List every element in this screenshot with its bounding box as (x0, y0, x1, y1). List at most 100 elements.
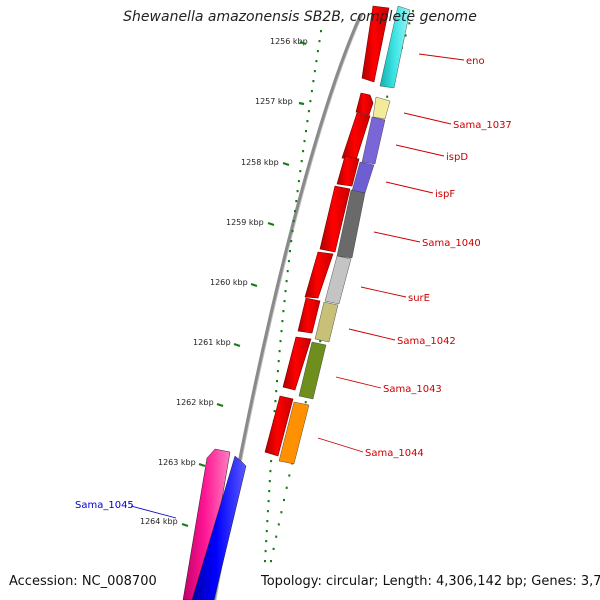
outer-tick-dot (269, 470, 272, 473)
gene-label-ispD[interactable]: ispD (446, 152, 468, 163)
outer-tick-dot (290, 240, 293, 243)
cds-arrow-sama1043-red[interactable] (282, 336, 312, 391)
outer-tick-dot (312, 80, 315, 83)
outer-tick-dot (275, 390, 278, 393)
gene-label-sama-1037[interactable]: Sama_1037 (453, 120, 512, 131)
inner-tick-dot (412, 10, 414, 13)
kbp-tick-label: 1256 kbp (270, 37, 308, 46)
outer-tick-dot (276, 380, 278, 383)
outer-tick-dot (268, 480, 271, 483)
kbp-tick-label: 1258 kbp (241, 158, 279, 167)
cds-arrow-magenta[interactable] (182, 448, 231, 600)
cds-arrow-sama-1045[interactable] (191, 455, 247, 600)
cds-arrow-surE-red[interactable] (304, 251, 334, 299)
gene-label-sama-1040[interactable]: Sama_1040 (422, 238, 481, 249)
outer-tick-dot (265, 540, 268, 543)
kbp-tick-label: 1261 kbp (193, 338, 231, 347)
gene-label-sama-1044[interactable]: Sama_1044 (365, 448, 424, 459)
gene-sama-1044[interactable] (278, 401, 310, 465)
outer-tick-dot (318, 40, 321, 43)
inner-tick-dot (283, 498, 285, 502)
inner-tick-dot (277, 523, 280, 526)
inner-tick-dot (404, 34, 407, 37)
outer-tick-dot (300, 160, 303, 163)
outer-tick-dot (316, 50, 319, 53)
outer-tick-dot (303, 140, 306, 143)
outer-tick-dot (305, 130, 307, 133)
forward-cds-track (264, 5, 390, 457)
kbp-tick-label: 1262 kbp (176, 398, 214, 407)
outer-tick-dot (285, 280, 288, 283)
outer-tick-dot (265, 530, 268, 533)
gene-sama-1037[interactable] (372, 96, 391, 120)
cds-arrow-sama1040-red[interactable] (319, 185, 351, 253)
outer-tick-dot (320, 30, 322, 33)
outer-tick-dot (297, 180, 300, 183)
gene-label-sama-1042[interactable]: Sama_1042 (397, 336, 456, 347)
outer-tick-dot (292, 220, 295, 223)
gene-eno[interactable] (379, 5, 411, 89)
cds-arrow-sama1044-red[interactable] (264, 395, 294, 457)
kbp-tick-label: 1257 kbp (255, 97, 293, 106)
outer-tick-dot (279, 340, 282, 343)
cds-arrow-eno-red[interactable] (361, 5, 390, 83)
cds-arrow-sama1037-red[interactable] (355, 92, 374, 116)
inner-tick-dot (285, 486, 288, 489)
gene-ispD[interactable] (361, 116, 386, 165)
gene-label-eno[interactable]: eno (466, 56, 485, 67)
outer-tick-dot (313, 70, 316, 73)
outer-tick-dot (310, 90, 313, 93)
outer-tick-dot (264, 560, 266, 563)
outer-tick-dot (295, 200, 298, 203)
outer-tick-dot (278, 350, 281, 353)
label-leader-sama-1045 (130, 505, 177, 519)
outer-tick-dot (296, 190, 299, 193)
outer-tick-dot (287, 260, 290, 263)
outer-tick-dot (315, 60, 318, 63)
outer-tick-dot (276, 370, 279, 373)
kbp-tick-label: 1259 kbp (226, 218, 264, 227)
inner-tick-dot (304, 401, 307, 404)
outer-tick-dot (283, 300, 286, 303)
reverse-cds-track (182, 448, 247, 600)
gene-sama-1040[interactable] (336, 189, 366, 259)
gene-label-sama-1043[interactable]: Sama_1043 (383, 384, 442, 395)
outer-tick-dot (270, 460, 273, 463)
outer-tick-dot (291, 230, 294, 233)
outer-tick-dot (309, 100, 312, 103)
inner-tick-dot (288, 474, 291, 477)
outer-tick-dot (289, 250, 291, 253)
inner-tick-dot (275, 535, 278, 538)
genome-stats-label: Topology: circular; Length: 4,306,142 bp… (261, 574, 600, 589)
inner-tick-dot (272, 547, 275, 550)
gene-labels: eno Sama_1037 ispD ispF Sama_1040 surE S… (75, 56, 512, 511)
gene-feature-track (278, 5, 411, 465)
outer-tick-dot (282, 310, 285, 313)
outer-tick-dot (286, 270, 289, 273)
outer-tick-dot (273, 410, 276, 413)
gene-sama-1043[interactable] (298, 341, 327, 400)
kbp-tick-label: 1264 kbp (140, 517, 178, 526)
gene-surE[interactable] (324, 255, 352, 305)
inner-tick-dot (386, 95, 389, 98)
outer-tick-dot (266, 520, 269, 523)
cds-arrow-ispF-red[interactable] (336, 155, 360, 187)
gene-sama-1042[interactable] (314, 301, 339, 343)
gene-label-sama-1045[interactable]: Sama_1045 (75, 500, 134, 511)
cds-arrow-sama1042-red[interactable] (297, 297, 321, 334)
inner-tick-dot (270, 560, 272, 563)
gene-label-ispF[interactable]: ispF (435, 189, 455, 200)
inner-tick-dot (408, 22, 411, 25)
outer-tick-dot (294, 210, 296, 213)
accession-label: Accession: NC_008700 (9, 574, 157, 589)
kbp-tick-label: 1263 kbp (158, 458, 196, 467)
label-leaders (317, 53, 465, 453)
gene-label-surE[interactable]: surE (408, 293, 430, 304)
outer-tick-dot (299, 170, 302, 173)
outer-tick-dot (280, 330, 283, 333)
outer-tick-dot (264, 550, 267, 553)
outer-tick-dot (266, 510, 269, 513)
kbp-tick-dashes (181, 40, 307, 528)
kbp-scale: 1256 kbp 1257 kbp 1258 kbp 1259 kbp 1260… (140, 37, 308, 526)
